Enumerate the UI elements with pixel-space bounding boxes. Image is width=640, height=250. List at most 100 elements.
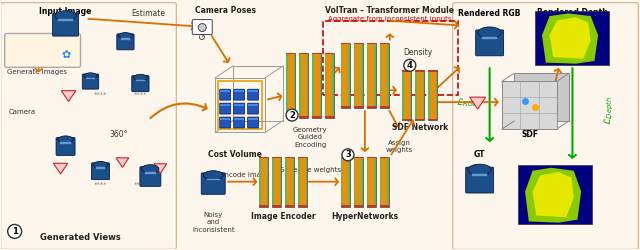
Bar [299, 53, 301, 118]
Bar [362, 43, 363, 108]
FancyBboxPatch shape [248, 117, 259, 128]
FancyBboxPatch shape [83, 74, 99, 89]
Bar [286, 53, 295, 54]
Bar [403, 70, 412, 72]
Ellipse shape [478, 27, 501, 38]
Bar [341, 157, 350, 206]
Text: ↺: ↺ [198, 34, 206, 43]
Text: Camera: Camera [9, 109, 36, 115]
Bar [380, 106, 389, 108]
Text: HyperNetworks: HyperNetworks [332, 212, 399, 220]
Bar [362, 157, 363, 206]
Bar [325, 116, 334, 117]
Bar [285, 157, 287, 206]
Bar [325, 53, 326, 118]
Polygon shape [514, 73, 569, 121]
Text: GT: GT [474, 150, 485, 159]
Bar [367, 157, 376, 158]
Ellipse shape [118, 32, 132, 39]
FancyBboxPatch shape [52, 13, 79, 36]
Bar [272, 205, 281, 206]
Polygon shape [525, 168, 581, 223]
Bar [354, 106, 363, 108]
Ellipse shape [55, 11, 76, 20]
Bar [299, 53, 308, 54]
Bar [312, 53, 321, 118]
Bar [354, 43, 355, 108]
Bar [354, 43, 363, 44]
Bar [415, 118, 424, 120]
Bar [380, 43, 381, 108]
Bar [380, 157, 381, 206]
Bar [259, 205, 268, 206]
Bar [86, 78, 95, 79]
Text: 2: 2 [289, 110, 295, 120]
FancyBboxPatch shape [132, 76, 149, 92]
Bar [415, 70, 424, 120]
Bar [518, 165, 593, 224]
Bar [267, 157, 268, 206]
Bar [354, 205, 363, 206]
Bar [312, 116, 321, 117]
Text: Generator: Generator [17, 51, 61, 60]
Text: SDF: SDF [521, 130, 538, 139]
Text: Multi-view: Multi-view [16, 43, 61, 52]
Bar [387, 43, 389, 108]
Bar [220, 90, 230, 92]
Bar [272, 157, 274, 206]
Bar [292, 157, 294, 206]
Bar [348, 43, 350, 108]
Text: ****: **** [93, 92, 108, 98]
Bar [259, 157, 268, 158]
Bar [374, 157, 376, 206]
Text: Generate weights: Generate weights [279, 167, 341, 173]
Bar [285, 157, 294, 158]
Circle shape [8, 224, 22, 238]
Text: Density: Density [403, 48, 433, 57]
Bar [415, 70, 424, 72]
Bar [298, 157, 307, 158]
Text: 1: 1 [12, 227, 18, 236]
Bar [286, 53, 287, 118]
FancyBboxPatch shape [220, 117, 230, 128]
Text: 360°: 360° [109, 130, 128, 140]
Bar [234, 118, 244, 120]
Text: Cost Volume: Cost Volume [208, 150, 262, 159]
FancyBboxPatch shape [192, 20, 212, 34]
Bar [332, 53, 334, 118]
Circle shape [286, 109, 298, 121]
Bar [325, 53, 334, 118]
Bar [380, 157, 389, 158]
Bar [272, 157, 281, 206]
Bar [428, 70, 430, 120]
Bar [341, 43, 350, 108]
Bar [354, 157, 355, 206]
Bar [380, 43, 389, 44]
Text: ****: **** [134, 182, 147, 188]
Ellipse shape [134, 74, 147, 81]
Text: Generate images: Generate images [6, 69, 67, 75]
Text: Geometry
Guided
Encoding: Geometry Guided Encoding [292, 127, 327, 148]
Bar [248, 118, 258, 120]
Bar [298, 157, 300, 206]
Bar [248, 90, 258, 92]
Bar [380, 43, 389, 108]
Bar [298, 157, 307, 206]
Text: Camera Poses: Camera Poses [195, 6, 256, 15]
Text: Assign
weights: Assign weights [386, 140, 413, 153]
FancyBboxPatch shape [56, 138, 75, 156]
FancyBboxPatch shape [476, 30, 504, 56]
Bar [305, 157, 307, 206]
Bar [387, 157, 389, 206]
Bar [294, 53, 295, 118]
FancyBboxPatch shape [248, 89, 259, 100]
FancyBboxPatch shape [201, 173, 225, 194]
Bar [367, 43, 376, 108]
Bar [341, 43, 342, 108]
Bar [367, 43, 369, 108]
Polygon shape [550, 17, 591, 59]
Circle shape [342, 149, 354, 161]
Bar [428, 70, 437, 120]
Ellipse shape [142, 165, 159, 173]
Bar [298, 205, 307, 206]
